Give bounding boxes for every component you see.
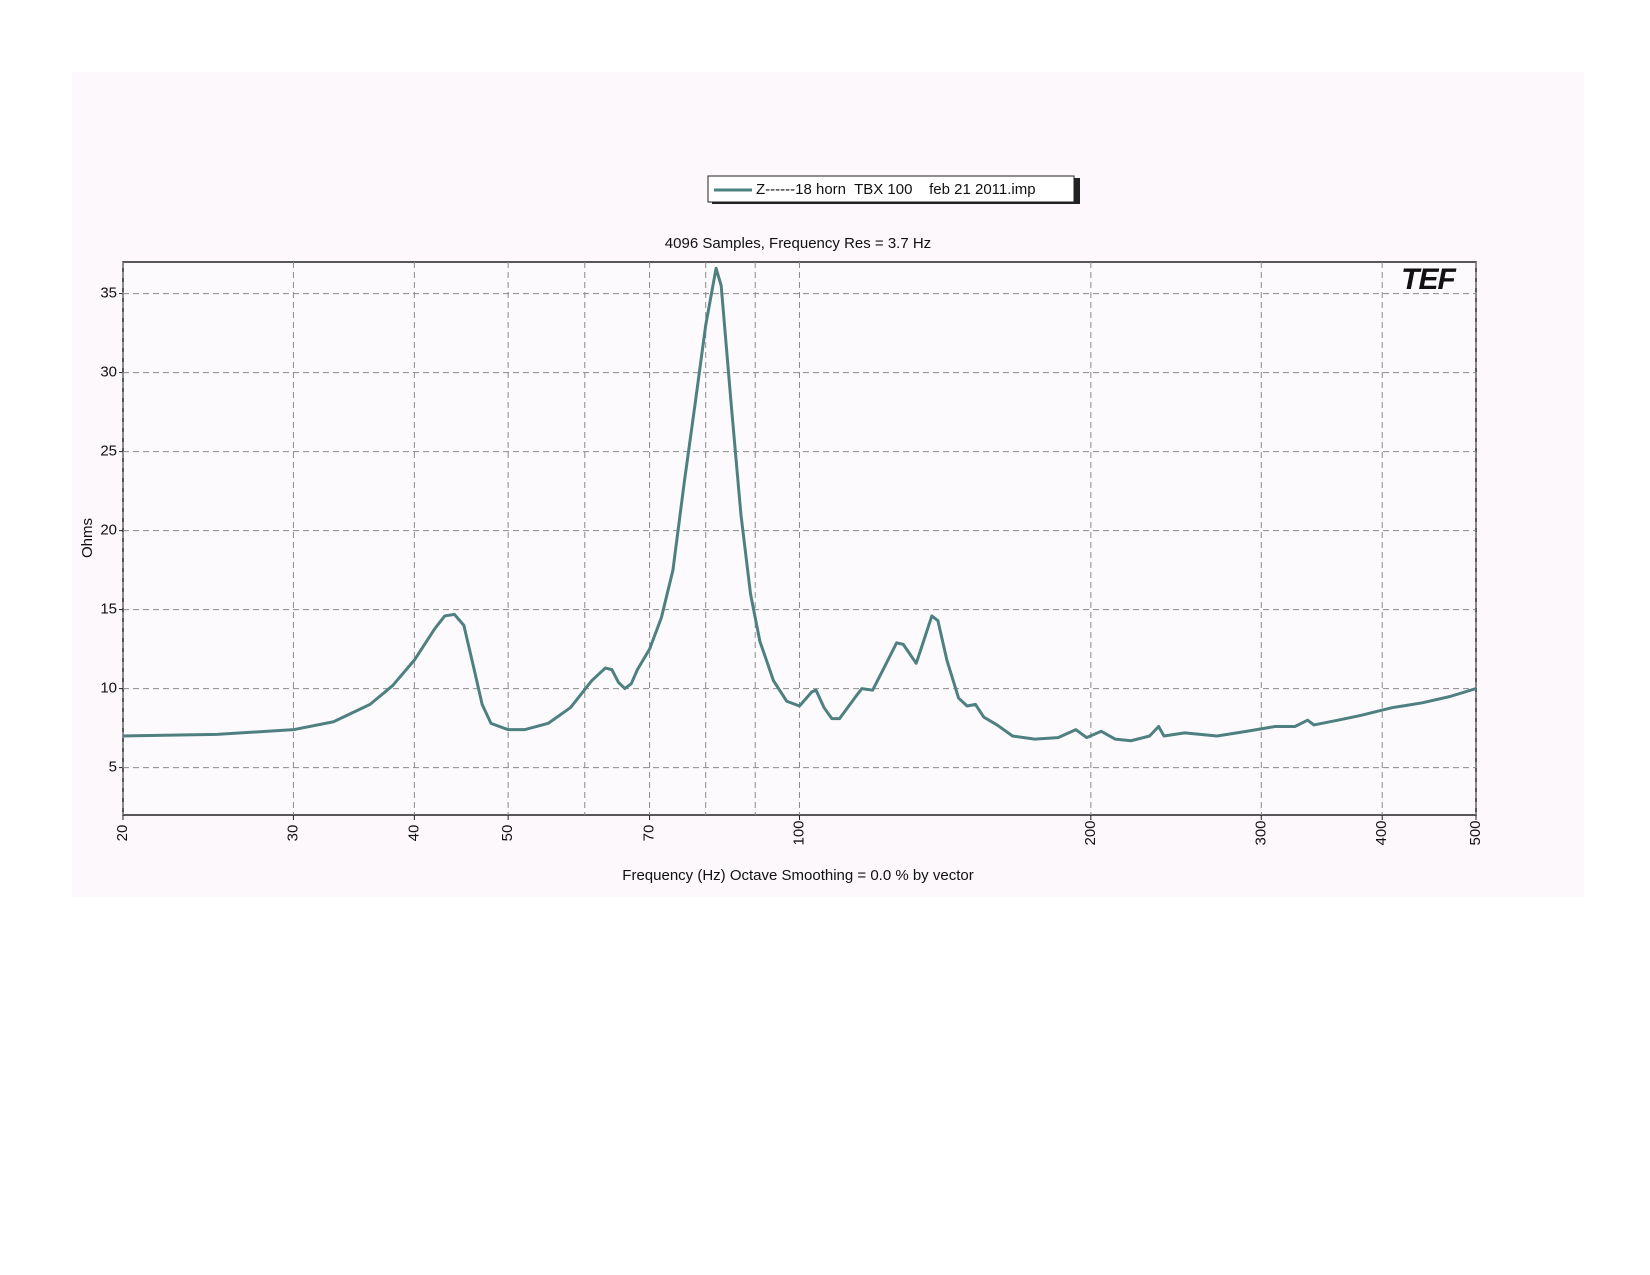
x-tick-label: 400 xyxy=(1373,820,1390,845)
x-tick-label: 500 xyxy=(1467,820,1484,845)
y-tick-label: 10 xyxy=(100,680,117,697)
y-tick-label: 35 xyxy=(100,285,117,302)
x-axis-label: Frequency (Hz) Octave Smoothing = 0.0 % … xyxy=(622,867,973,884)
legend-entry: Z------18 horn TBX 100 feb 21 2011.imp xyxy=(756,181,1036,198)
x-tick-label: 50 xyxy=(499,825,516,842)
logo: TEF xyxy=(1401,263,1456,296)
x-tick-label: 30 xyxy=(284,825,301,842)
y-axis-label: Ohms xyxy=(79,518,96,558)
x-tick-label: 20 xyxy=(114,825,131,842)
chart-title: 4096 Samples, Frequency Res = 3.7 Hz xyxy=(665,235,931,252)
y-tick-label: 25 xyxy=(100,443,117,460)
legend-box xyxy=(707,175,1075,203)
data-line xyxy=(122,266,1477,743)
x-tick-label: 40 xyxy=(405,825,422,842)
x-tick-label: 100 xyxy=(790,820,807,845)
y-tick-label: 30 xyxy=(100,364,117,381)
y-tick-label: 20 xyxy=(100,522,117,539)
x-tick-label: 200 xyxy=(1082,820,1099,845)
x-tick-label: 300 xyxy=(1252,820,1269,845)
x-tick-label: 70 xyxy=(641,825,658,842)
y-tick-label: 15 xyxy=(100,601,117,618)
y-tick-label: 5 xyxy=(109,759,117,776)
